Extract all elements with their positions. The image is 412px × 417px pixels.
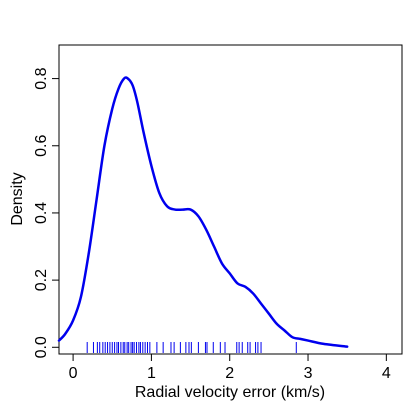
y-tick-label: 0.2: [33, 269, 50, 291]
y-tick-label: 0.4: [33, 202, 50, 224]
x-tick-label: 3: [304, 365, 313, 382]
y-tick-label: 0.6: [33, 135, 50, 157]
y-tick-label: 0.0: [33, 336, 50, 358]
x-tick-label: 0: [69, 365, 78, 382]
x-tick-label: 4: [382, 365, 391, 382]
x-axis-label: Radial velocity error (km/s): [135, 384, 325, 401]
x-tick-label: 2: [225, 365, 234, 382]
plot-frame: [58, 44, 403, 355]
density-curve: [57, 76, 349, 348]
x-tick-label: 1: [147, 365, 156, 382]
rug-layer: [86, 342, 297, 353]
y-axis-label: Density: [9, 172, 26, 225]
x-axis: 0 1 2 3 4: [69, 354, 391, 382]
y-axis: 0.0 0.2 0.4 0.6 0.8: [33, 67, 59, 358]
series-layer: [57, 76, 349, 348]
y-tick-label: 0.8: [33, 67, 50, 89]
